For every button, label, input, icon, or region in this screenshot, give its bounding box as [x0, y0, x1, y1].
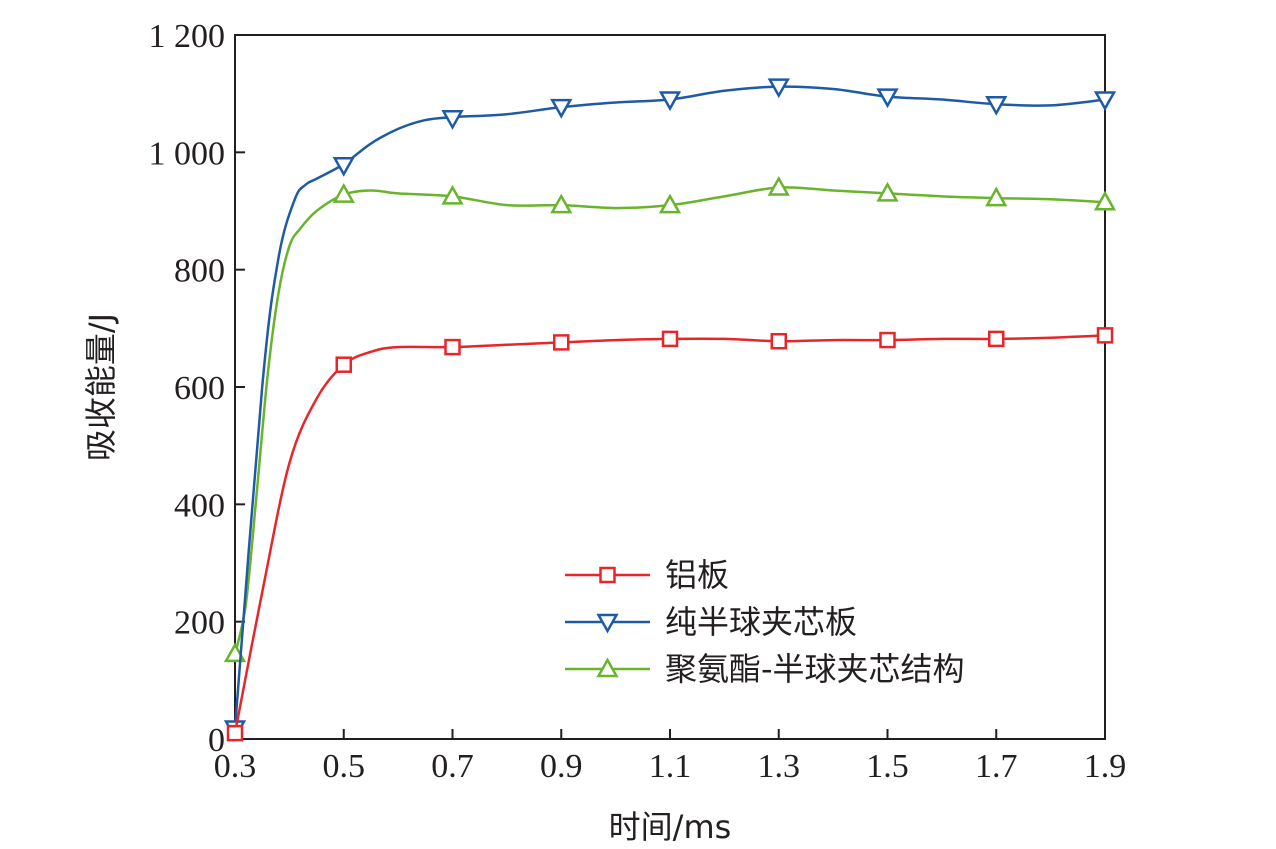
- y-tick-label: 600: [174, 370, 225, 407]
- data-point-aluminum-plate: [661, 330, 679, 348]
- x-tick-label: 1.1: [649, 748, 692, 785]
- data-point-polyurethane-hemisphere-sandwich: [658, 193, 682, 214]
- data-point-polyurethane-hemisphere-sandwich: [767, 175, 790, 196]
- x-tick-label: 1.7: [975, 748, 1018, 785]
- data-point-pure-hemisphere-sandwich: [441, 110, 464, 130]
- x-axis: 0.3 0.5 0.7 0.9 1.1 1.3 1.5 1.7 1.9: [214, 729, 1127, 785]
- x-tick-label: 0.9: [540, 748, 583, 785]
- x-tick-label: 0.5: [323, 748, 366, 785]
- data-point-pure-hemisphere-sandwich: [658, 91, 682, 112]
- series-aluminum-plate: [226, 327, 1114, 742]
- y-tick-label: 1 200: [149, 18, 226, 55]
- series-polyurethane-hemisphere-sandwich: [223, 175, 1117, 663]
- y-tick-label: 1 000: [149, 135, 226, 172]
- data-point-aluminum-plate: [226, 724, 244, 742]
- data-point-aluminum-plate: [553, 334, 570, 351]
- y-axis-title: 吸收能量/J: [82, 313, 120, 461]
- legend-label-aluminum-plate: 铝板: [665, 556, 729, 594]
- data-point-aluminum-plate: [1096, 327, 1114, 344]
- x-tick-label: 0.3: [214, 748, 257, 785]
- data-point-polyurethane-hemisphere-sandwich: [332, 183, 355, 203]
- data-point-aluminum-plate: [879, 331, 896, 349]
- legend-marker-aluminum-plate: [599, 566, 616, 584]
- data-point-pure-hemisphere-sandwich: [767, 78, 790, 99]
- data-point-aluminum-plate: [444, 338, 461, 356]
- data-point-polyurethane-hemisphere-sandwich: [441, 184, 464, 205]
- data-point-pure-hemisphere-sandwich: [1093, 91, 1117, 112]
- legend-marker-polyurethane-hemisphere-sandwich: [596, 657, 619, 678]
- y-tick-label: 200: [174, 605, 225, 642]
- series-layer: [223, 78, 1117, 742]
- data-point-polyurethane-hemisphere-sandwich: [876, 181, 899, 202]
- legend-marker-pure-hemisphere-sandwich: [596, 613, 619, 634]
- y-tick-label: 400: [174, 487, 225, 524]
- data-point-pure-hemisphere-sandwich: [985, 95, 1008, 116]
- data-point-polyurethane-hemisphere-sandwich: [1093, 190, 1117, 211]
- legend-label-pure-hemisphere-sandwich: 纯半球夹芯板: [665, 603, 857, 641]
- x-tick-label: 1.9: [1084, 748, 1127, 785]
- data-point-pure-hemisphere-sandwich: [876, 88, 899, 109]
- data-point-aluminum-plate: [988, 330, 1005, 348]
- data-point-polyurethane-hemisphere-sandwich: [985, 186, 1008, 207]
- y-tick-label: 0: [208, 722, 225, 759]
- data-point-pure-hemisphere-sandwich: [332, 156, 355, 177]
- x-tick-label: 1.5: [866, 748, 909, 785]
- data-point-aluminum-plate: [335, 356, 352, 373]
- y-tick-label: 800: [174, 253, 225, 290]
- legend-label-polyurethane-hemisphere-sandwich: 聚氨酯-半球夹芯结构: [665, 650, 965, 688]
- data-point-polyurethane-hemisphere-sandwich: [550, 193, 573, 214]
- data-point-pure-hemisphere-sandwich: [550, 98, 573, 119]
- x-tick-label: 0.7: [431, 748, 474, 785]
- x-axis-title: 时间/ms: [609, 808, 732, 846]
- y-axis: 0 200 400 600 800 1 000 1 200: [149, 18, 245, 759]
- data-point-aluminum-plate: [770, 332, 787, 350]
- x-tick-label: 1.3: [758, 748, 801, 785]
